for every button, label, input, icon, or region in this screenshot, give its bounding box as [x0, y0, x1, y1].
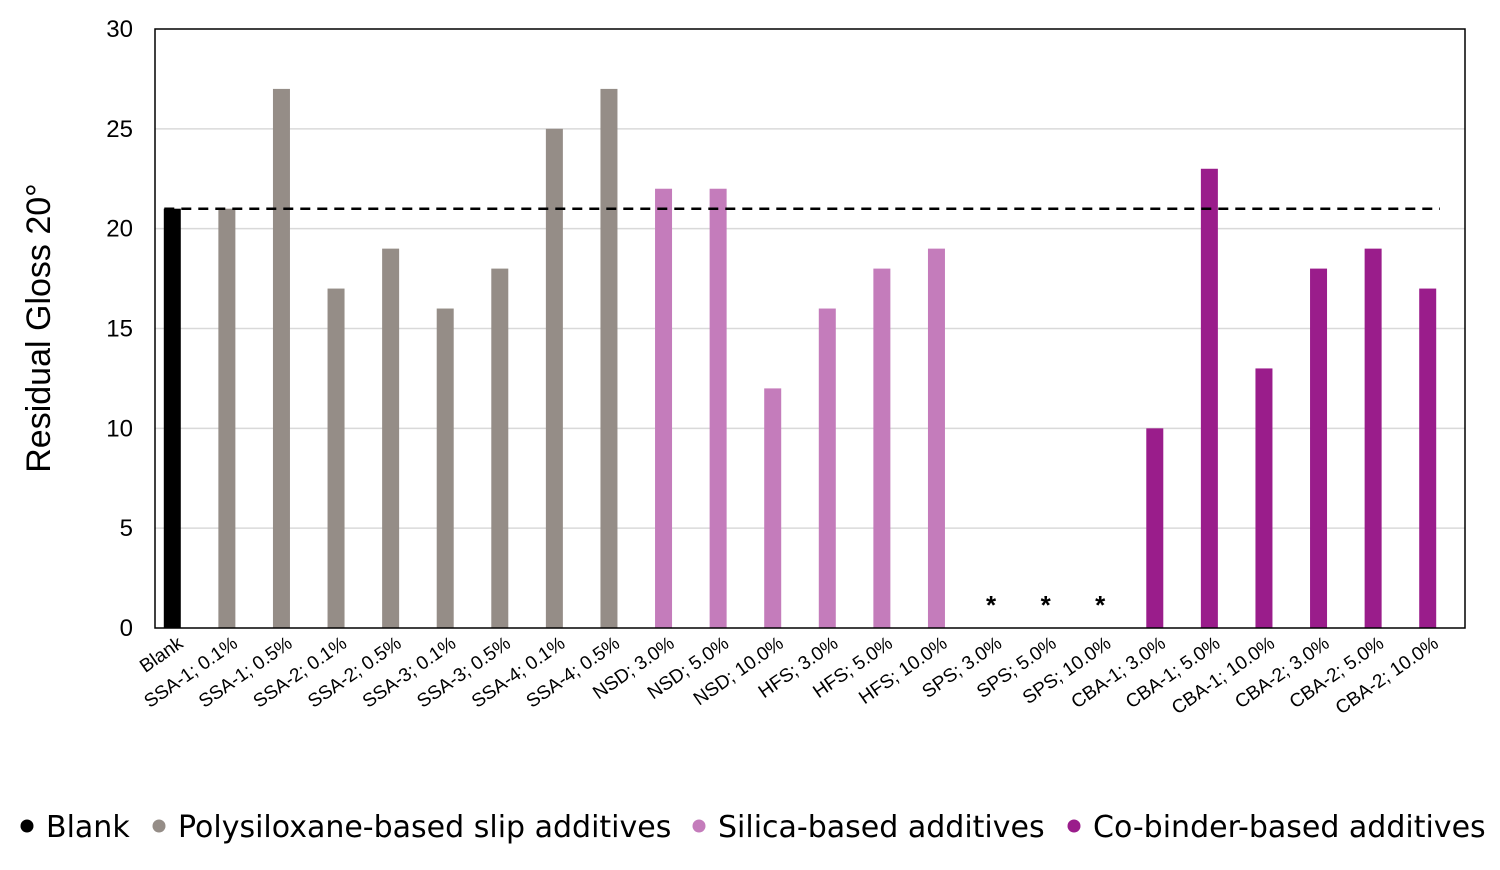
bar	[1364, 248, 1382, 628]
y-tick-label: 25	[106, 116, 133, 143]
y-axis-ticks: 0 5 10 15 20 25 30	[106, 16, 133, 642]
legend-marker-icon	[1067, 819, 1081, 833]
bar	[163, 208, 181, 628]
gridlines	[155, 128, 1465, 529]
legend: Blank Polysiloxane-based slip additives Si…	[20, 810, 1486, 845]
bar	[1146, 428, 1164, 628]
no-data-marker: *	[1095, 590, 1106, 620]
bar	[218, 208, 236, 628]
legend-label: Silica-based additives	[718, 810, 1045, 845]
bar	[1310, 268, 1328, 628]
bar	[709, 188, 727, 628]
legend-label: Blank	[46, 810, 130, 845]
bar	[764, 388, 782, 628]
legend-item: Co-binder-based additives	[1067, 810, 1486, 845]
bar	[873, 268, 891, 628]
bar	[818, 308, 836, 628]
legend-marker-icon	[152, 819, 166, 833]
y-tick-label: 20	[106, 216, 133, 243]
no-data-marker: *	[1041, 590, 1052, 620]
legend-item: Blank	[20, 810, 130, 845]
bar	[1419, 288, 1437, 628]
bar	[436, 308, 454, 628]
legend-item: Silica-based additives	[692, 810, 1045, 845]
legend-marker-icon	[692, 819, 706, 833]
legend-label: Co-binder-based additives	[1093, 810, 1486, 845]
y-tick-label: 10	[106, 415, 133, 442]
y-tick-label: 15	[106, 316, 133, 343]
bar	[600, 88, 618, 628]
bar	[927, 248, 945, 628]
no-data-marker: *	[986, 590, 997, 620]
y-tick-label: 0	[120, 615, 133, 642]
bar	[655, 188, 673, 628]
y-tick-label: 5	[120, 515, 133, 542]
legend-marker-icon	[20, 819, 34, 833]
bar	[382, 248, 400, 628]
y-tick-label: 30	[106, 16, 133, 43]
legend-label: Polysiloxane-based slip additives	[178, 810, 671, 845]
bar	[491, 268, 509, 628]
plot-area-frame	[154, 28, 1466, 629]
bar	[272, 88, 290, 628]
bars	[163, 88, 1437, 629]
bar	[1200, 168, 1218, 628]
bar	[327, 288, 345, 628]
legend-item: Polysiloxane-based slip additives	[152, 810, 671, 845]
y-axis-label: Residual Gloss 20°	[20, 183, 58, 473]
null-markers: * * *	[986, 590, 1106, 620]
bar	[545, 128, 563, 629]
bar	[1255, 368, 1273, 628]
